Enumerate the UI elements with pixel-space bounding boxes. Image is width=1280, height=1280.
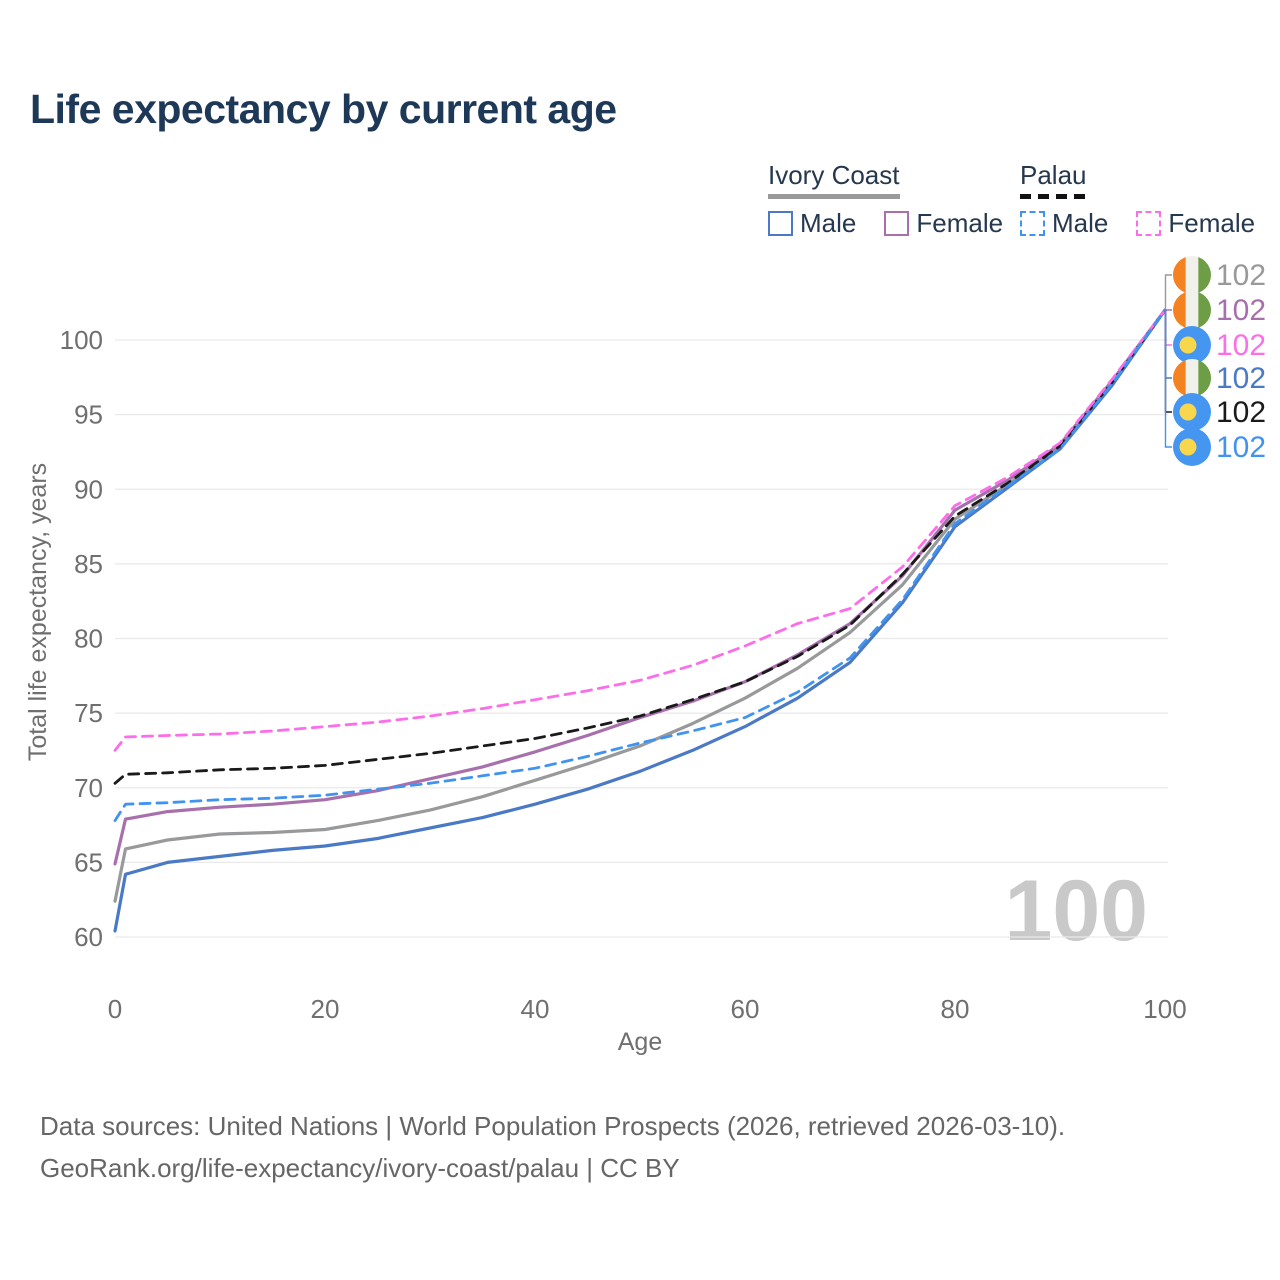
end-label-leader [1164,274,1172,311]
end-value-label: 102 [1216,396,1266,429]
legend-country-label: Ivory Coast [768,160,900,190]
legend-item-label: Female [916,208,1004,238]
y-tick-label: 80 [74,624,103,654]
plot-area: 60 65 70 75 80 85 90 95 100 0 20 40 60 80 100 Total lif… [24,256,1266,1056]
legend-country-label: Palau [1020,160,1087,190]
x-tick-label: 20 [311,994,340,1024]
legend-swatch-dashed [1136,211,1162,236]
legend-item-label: Male [1052,208,1109,238]
legend-swatch-dashed [1020,211,1045,236]
footer-data-sources: Data sources: United Nations | World Pop… [40,1111,1066,1141]
end-value-label: 102 [1216,431,1266,464]
legend-item-ivory-coast-female[interactable]: Female [884,208,1003,239]
end-label-leader [1164,310,1172,379]
end-value-label: 102 [1216,294,1266,327]
y-tick-label: 75 [74,698,103,728]
end-value-label: 102 [1216,259,1266,292]
y-tick-label: 95 [74,400,103,430]
y-tick-label: 90 [74,474,103,504]
end-label-leader [1164,310,1172,448]
x-tick-label: 80 [941,994,970,1024]
legend-item-label: Female [1168,208,1256,238]
y-axis-title: Total life expectancy, years [24,463,52,761]
legend-item-label: Male [800,208,857,238]
legend-line-style-solid [768,194,900,199]
palau-flag-sun [1179,336,1197,354]
series-line-ivory-coast-female[interactable] [113,308,1167,866]
age-counter: 100 [1004,863,1149,959]
legend-group-ivory-coast: Ivory Coast Male Female [768,160,1003,239]
end-label-leader [1164,310,1172,413]
legend-item-palau-male[interactable]: Male [1020,208,1108,239]
y-tick-label: 60 [74,922,103,952]
x-tick-label: 60 [731,994,760,1024]
y-tick-label: 85 [74,549,103,579]
palau-flag-sun [1179,403,1197,421]
legend-country-palau[interactable]: Palau [1020,160,1087,199]
legend-item-palau-female[interactable]: Female [1136,208,1255,239]
legend-group-palau: Palau Male Female [1020,160,1255,239]
series-line-ivory-coast-both[interactable] [113,308,1167,903]
series-line-palau-female[interactable] [113,308,1167,752]
legend-swatch-solid [884,211,910,236]
x-axis-title: Age [618,1028,662,1056]
legend-item-ivory-coast-male[interactable]: Male [768,208,856,239]
legend-swatch-solid [768,211,793,236]
series-line-palau-male[interactable] [113,308,1167,822]
x-tick-label: 0 [108,994,122,1024]
x-tick-label: 40 [521,994,550,1024]
x-tick-label: 100 [1143,994,1186,1024]
y-tick-label: 70 [74,773,103,803]
legend-country-ivory-coast[interactable]: Ivory Coast [768,160,900,199]
end-value-label: 102 [1216,329,1266,362]
ivory-coast-flag-icon [1173,256,1211,294]
legend-line-style-dashed [1020,194,1087,199]
footer: Data sources: United Nations | World Pop… [40,1105,1065,1189]
palau-flag-sun [1179,438,1197,456]
ivory-coast-flag-icon [1173,291,1211,329]
y-tick-label: 100 [60,325,103,355]
series-line-palau-both[interactable] [113,308,1167,785]
end-value-label: 102 [1216,362,1266,395]
y-tick-label: 65 [74,847,103,877]
ivory-coast-flag-icon [1173,359,1211,397]
series-line-ivory-coast-male[interactable] [113,308,1167,933]
footer-attribution: GeoRank.org/life-expectancy/ivory-coast/… [40,1153,680,1183]
chart-title: Life expectancy by current age [30,86,617,132]
